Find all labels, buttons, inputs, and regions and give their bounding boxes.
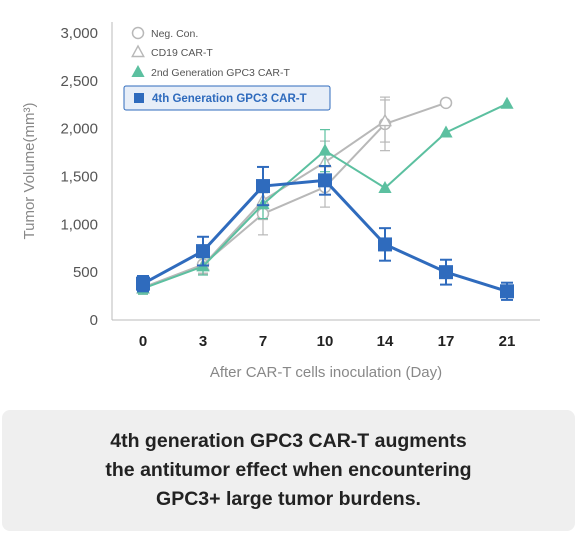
legend-label: 4th Generation GPC3 CAR-T	[152, 93, 307, 105]
data-point	[318, 173, 332, 188]
x-tick-label: 3	[199, 333, 207, 350]
x-tick-label: 7	[259, 333, 267, 350]
series-layer	[136, 96, 514, 301]
y-tick-label: 0	[90, 312, 98, 329]
x-axis-title: After CAR-T cells inoculation (Day)	[210, 364, 442, 381]
x-tick-labels: 0 3 7 10 14 17 21	[139, 333, 516, 350]
y-tick-label: 1,500	[60, 169, 98, 186]
data-point	[131, 26, 145, 40]
y-tick-label: 3,000	[60, 25, 98, 42]
data-point	[378, 237, 392, 252]
data-point	[378, 180, 392, 193]
x-tick-label: 17	[438, 333, 455, 350]
data-point	[439, 96, 453, 110]
x-tick-label: 21	[499, 333, 516, 350]
x-tick-label: 10	[317, 333, 334, 350]
legend-label: CD19 CAR-T	[151, 47, 213, 59]
y-axis-title: Tumor Volume(mm³)	[21, 103, 38, 240]
tumor-volume-chart: 0 500 1,000 1,500 2,000 2,500 3,000 0 3 7 10 14 17 2…	[21, 22, 540, 381]
x-tick-label: 14	[377, 333, 394, 350]
legend: Neg. Con. CD19 CAR-T 2nd Generation GPC3 C…	[123, 26, 331, 111]
data-point	[318, 143, 332, 156]
legend-label: 2nd Generation GPC3 CAR-T	[151, 67, 290, 79]
x-tick-label: 0	[139, 333, 147, 350]
series-neg-con-	[136, 96, 453, 294]
y-tick-label: 2,000	[60, 121, 98, 138]
data-point	[256, 179, 270, 194]
data-point	[131, 64, 145, 77]
data-point	[500, 284, 514, 299]
caption-line-2: the antitumor effect when encountering	[105, 459, 472, 481]
caption-box: 4th generation GPC3 CAR-T augments the a…	[2, 410, 575, 531]
data-point	[378, 113, 392, 127]
series-4th-generation-gpc3-car-t	[136, 164, 514, 301]
y-tick-label: 500	[73, 264, 98, 281]
data-point	[439, 125, 453, 138]
y-tick-label: 1,000	[60, 216, 98, 233]
legend-highlight-box	[123, 85, 331, 111]
y-tick-label: 2,500	[60, 73, 98, 90]
data-point	[196, 244, 210, 259]
data-point	[131, 44, 145, 58]
data-point	[134, 93, 144, 103]
data-point	[500, 96, 514, 109]
y-tick-labels: 0 500 1,000 1,500 2,000 2,500 3,000	[60, 25, 98, 329]
data-point	[439, 265, 453, 280]
caption-line-1: 4th generation GPC3 CAR-T augments	[110, 430, 467, 452]
caption-line-3: GPC3+ large tumor burdens.	[156, 488, 421, 510]
data-point	[136, 276, 150, 291]
chart-axes	[111, 22, 540, 321]
legend-label: Neg. Con.	[151, 28, 198, 40]
